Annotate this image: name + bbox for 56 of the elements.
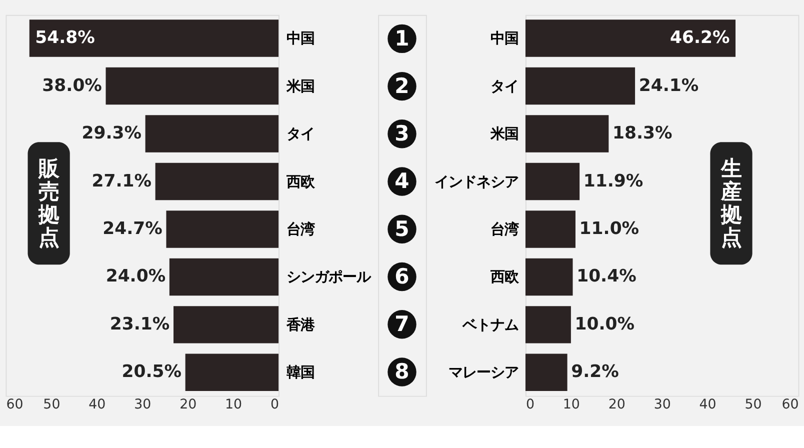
x-tick-label: 40 (699, 398, 716, 413)
text: 1 (394, 25, 410, 50)
y-tick-label: ベトナム (461, 317, 518, 334)
x-tick-label: 10 (562, 398, 580, 413)
data-label: 10.4% (576, 266, 636, 287)
data-label: 23.1% (110, 314, 170, 334)
data-label: 46.2% (670, 28, 730, 48)
x-tick-label: 40 (88, 398, 106, 413)
x-tick-label: 20 (608, 398, 626, 413)
text: 4 (394, 168, 410, 194)
y-tick-label: マレーシア (448, 365, 518, 382)
text: 2 (394, 73, 410, 98)
y-tick-label: 米国 (489, 126, 518, 143)
x-tick-label: 60 (782, 398, 799, 413)
data-label: 24.0% (106, 266, 166, 287)
data-label: 24.7% (102, 218, 162, 239)
text: 5 (394, 216, 410, 241)
text: 8 (394, 358, 410, 384)
x-tick-label: 20 (180, 398, 197, 413)
data-label: 18.3% (612, 124, 672, 144)
y-tick-label: 中国 (286, 31, 315, 48)
y-axis-title: 生産拠点 (720, 156, 742, 250)
x-tick-label: 0 (270, 398, 280, 413)
y-axis-title: 販売拠点 (37, 156, 60, 250)
x-tick-label: 10 (225, 398, 242, 413)
y-tick-label: 台湾 (286, 220, 316, 238)
data-label: 11.9% (583, 171, 644, 192)
y-tick-label: 中国 (490, 31, 518, 48)
x-tick-label: 50 (744, 398, 762, 413)
x-tick-label: 30 (134, 398, 152, 413)
y-tick-label: シンガポール (286, 270, 372, 286)
y-tick-label: インドネシア (434, 174, 518, 190)
data-label: 29.3% (82, 124, 142, 144)
data-label: 38.0% (42, 76, 102, 96)
y-tick-label: 台湾 (490, 220, 520, 238)
data-label: 11.0% (579, 218, 640, 239)
y-tick-label: 韓国 (286, 365, 315, 382)
x-tick-label: 50 (43, 398, 60, 413)
x-tick-label: 30 (654, 398, 671, 413)
y-tick-label: タイ (286, 126, 315, 143)
y-tick-label: 西欧 (489, 270, 520, 286)
y-tick-label: タイ (490, 78, 518, 95)
data-label: 27.1% (92, 171, 152, 192)
data-label: 24.1% (638, 76, 699, 96)
data-label: 9.2% (571, 362, 619, 382)
data-label: 20.5% (122, 362, 182, 382)
data-label: 54.8% (35, 28, 95, 48)
data-label: 10.0% (574, 314, 635, 334)
text: 3 (394, 120, 410, 146)
y-tick-label: 米国 (286, 78, 315, 95)
x-tick-label: 60 (6, 398, 24, 413)
y-tick-label: 香港 (286, 317, 316, 334)
text: 7 (394, 311, 410, 336)
text: 6 (394, 263, 410, 288)
y-tick-label: 西欧 (286, 174, 316, 190)
x-tick-label: 0 (526, 398, 534, 413)
